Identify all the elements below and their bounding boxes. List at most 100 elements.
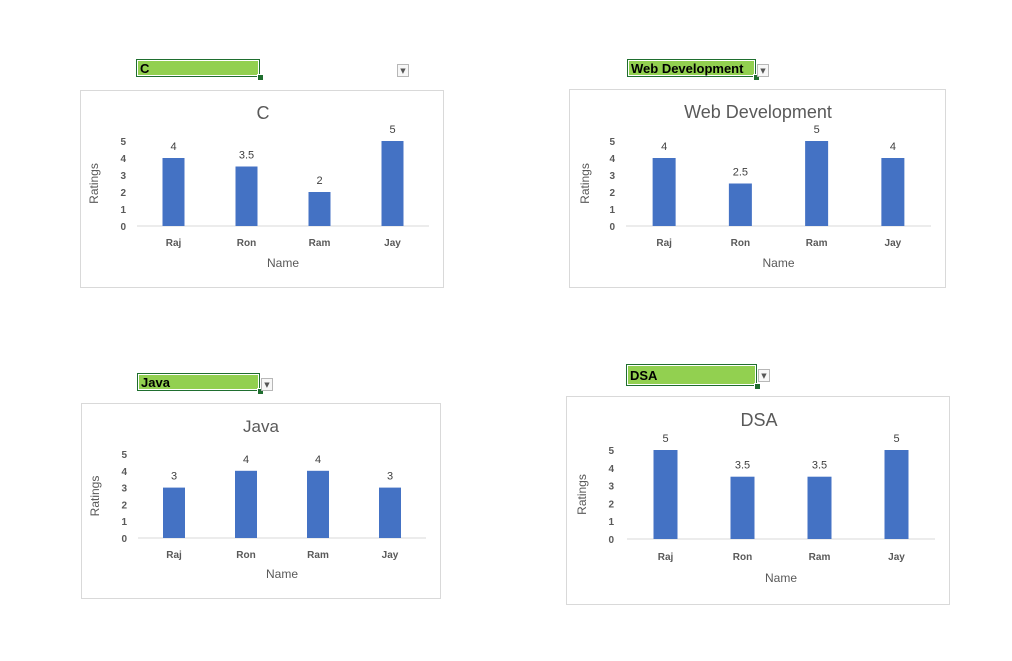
cell-fill-handle[interactable]: [257, 388, 264, 395]
y-axis-title: Ratings: [575, 474, 589, 515]
x-axis-title: Name: [266, 567, 298, 581]
category-label: Jay: [885, 238, 902, 249]
category-label: Raj: [656, 238, 672, 249]
bar-raj: [162, 158, 185, 226]
bar-ron: [235, 470, 257, 538]
bar-chart-web-development: Web Development Ratings 0 1 2 3 4 5 4 Raj 2.5 Ron 5 R…: [578, 102, 931, 270]
category-label: Ram: [806, 238, 828, 249]
dropdown-arrow-icon[interactable]: ▼: [758, 369, 770, 382]
data-label: 4: [243, 454, 249, 466]
y-tick-label: 2: [121, 500, 127, 511]
y-tick-label: 1: [121, 517, 127, 528]
cell-fill-handle[interactable]: [753, 74, 760, 81]
bar-chart-java: Java Ratings 0 1 2 3 4 5 3 Raj 4 Ron 4 Ram 3 Jay Name: [88, 417, 426, 581]
y-tick-label: 2: [609, 188, 615, 199]
bar-ram: [807, 476, 832, 539]
bar-raj: [652, 158, 676, 226]
y-tick-label: 0: [608, 535, 614, 546]
data-label: 2.5: [733, 167, 748, 179]
category-label: Jay: [384, 238, 401, 249]
x-axis-title: Name: [762, 256, 794, 270]
y-tick-label: 2: [120, 188, 126, 199]
chart-panel-java[interactable]: Java Ratings 0 1 2 3 4 5 3 Raj 4 Ron 4 Ram 3 Jay Name: [81, 403, 441, 599]
category-label: Jay: [888, 552, 905, 563]
y-tick-label: 5: [120, 137, 126, 148]
dropdown-arrow-icon[interactable]: ▼: [261, 378, 273, 391]
y-tick-label: 4: [609, 154, 615, 165]
y-tick-label: 4: [120, 154, 126, 165]
subject-dropdown-value[interactable]: Java: [137, 373, 260, 391]
cell-fill-handle[interactable]: [754, 383, 761, 390]
bar-ram: [308, 192, 331, 226]
bar-ram: [307, 470, 329, 538]
data-label: 5: [893, 433, 899, 445]
y-tick-label: 0: [609, 222, 615, 233]
category-label: Ram: [307, 550, 329, 561]
y-tick-label: 0: [120, 222, 126, 233]
category-label: Ron: [236, 550, 255, 561]
y-tick-label: 5: [609, 137, 615, 148]
cell-fill-handle[interactable]: [257, 74, 264, 81]
bar-raj: [163, 487, 185, 538]
subject-dropdown-value[interactable]: DSA: [626, 364, 757, 386]
category-label: Ron: [237, 238, 256, 249]
data-label: 2: [316, 175, 322, 187]
y-tick-label: 3: [608, 482, 614, 493]
bar-jay: [381, 141, 404, 226]
category-label: Ron: [733, 552, 752, 563]
bar-ron: [730, 476, 755, 539]
y-tick-label: 3: [609, 171, 615, 182]
data-label: 5: [814, 124, 820, 136]
subject-dropdown-value[interactable]: C: [136, 59, 260, 77]
chart-title: Web Development: [684, 102, 832, 122]
y-tick-label: 1: [608, 517, 614, 528]
chart-panel-web-development[interactable]: Web Development Ratings 0 1 2 3 4 5 4 Raj 2.5 Ron 5 R…: [569, 89, 946, 288]
bar-jay: [379, 487, 401, 538]
category-label: Jay: [382, 550, 399, 561]
data-label: 4: [315, 454, 321, 466]
y-tick-label: 1: [120, 205, 126, 216]
chart-title: C: [257, 103, 270, 123]
y-tick-label: 4: [121, 467, 127, 478]
chart-title: DSA: [740, 410, 777, 430]
y-tick-label: 4: [608, 464, 614, 475]
bar-ram: [805, 141, 829, 226]
data-label: 5: [389, 124, 395, 136]
data-label: 3.5: [812, 460, 827, 472]
category-label: Ram: [809, 552, 831, 563]
dropdown-arrow-icon[interactable]: ▼: [757, 64, 769, 77]
category-label: Raj: [166, 550, 182, 561]
y-tick-label: 2: [608, 499, 614, 510]
bar-chart-c: C Ratings 0 1 2 3 4 5 4 Raj 3.5 Ron 2 Ram 5 Jay Name: [87, 103, 429, 270]
dropdown-arrow-icon[interactable]: ▼: [397, 64, 409, 77]
y-tick-label: 5: [121, 450, 127, 461]
y-tick-label: 5: [608, 446, 614, 457]
x-axis-title: Name: [765, 571, 797, 585]
data-label: 5: [662, 433, 668, 445]
bar-jay: [881, 158, 905, 226]
bar-chart-dsa: DSA Ratings 0 1 2 3 4 5 5 Raj 3.5 Ron 3.5 Ram 5 Jay Name: [575, 410, 935, 585]
bar-jay: [884, 450, 909, 539]
bar-ron: [728, 183, 752, 226]
y-tick-label: 3: [120, 171, 126, 182]
category-label: Ram: [309, 238, 331, 249]
data-label: 3: [171, 471, 177, 483]
y-axis-title: Ratings: [87, 163, 101, 204]
y-axis-title: Ratings: [88, 476, 102, 517]
bar-ron: [235, 166, 258, 226]
subject-dropdown-value[interactable]: Web Development: [627, 59, 756, 77]
chart-panel-c[interactable]: C Ratings 0 1 2 3 4 5 4 Raj 3.5 Ron 2 Ram 5 Jay Name: [80, 90, 444, 288]
data-label: 4: [661, 141, 667, 153]
y-axis-title: Ratings: [578, 163, 592, 204]
data-label: 3: [387, 471, 393, 483]
x-axis-title: Name: [267, 256, 299, 270]
chart-panel-dsa[interactable]: DSA Ratings 0 1 2 3 4 5 5 Raj 3.5 Ron 3.5 Ram 5 Jay Name: [566, 396, 950, 605]
category-label: Raj: [166, 238, 182, 249]
data-label: 4: [170, 141, 176, 153]
data-label: 3.5: [239, 150, 254, 162]
bar-raj: [653, 450, 678, 539]
y-tick-label: 0: [121, 534, 127, 545]
data-label: 4: [890, 141, 896, 153]
category-label: Ron: [731, 238, 750, 249]
y-tick-label: 1: [609, 205, 615, 216]
